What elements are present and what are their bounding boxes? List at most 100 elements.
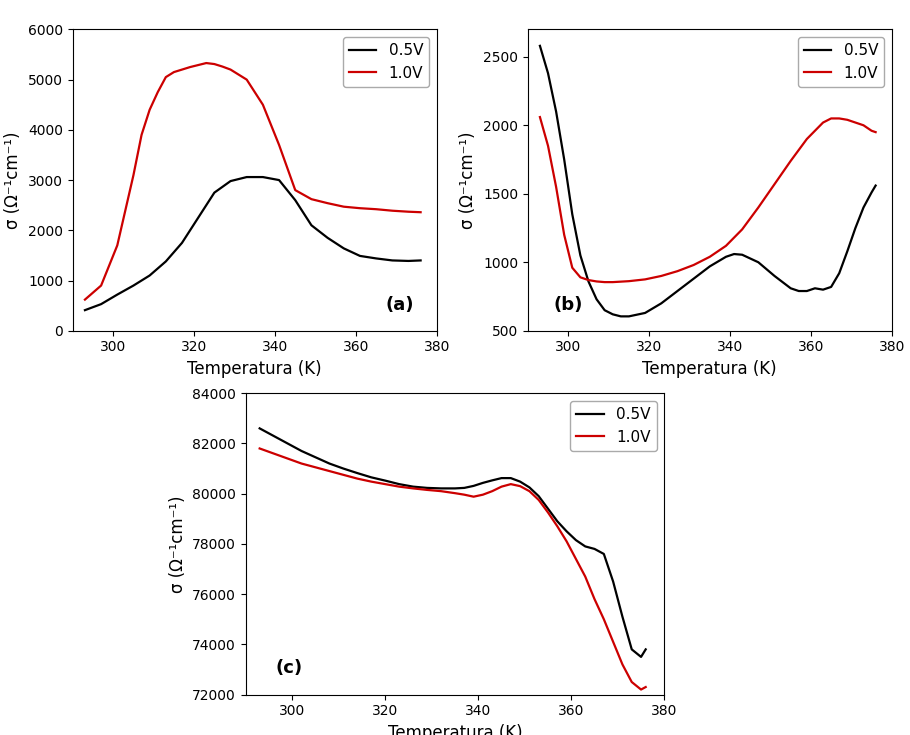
1.0V	[450, 489, 460, 498]
1.0V	[136, 131, 147, 140]
0.5V	[370, 254, 381, 263]
1.0V	[623, 277, 634, 286]
X-axis label: Temperatura (K): Temperatura (K)	[388, 724, 522, 735]
1.0V	[592, 277, 602, 286]
1.0V	[185, 62, 196, 71]
Line: 0.5V: 0.5V	[540, 46, 875, 316]
1.0V	[688, 261, 699, 270]
1.0V	[370, 205, 381, 214]
1.0V	[524, 487, 535, 495]
1.0V	[599, 615, 610, 624]
Text: (c): (c)	[275, 659, 302, 678]
1.0V	[567, 263, 578, 272]
0.5V	[468, 481, 479, 490]
0.5V	[355, 251, 366, 260]
0.5V	[599, 306, 610, 315]
1.0V	[496, 482, 507, 491]
0.5V	[112, 290, 123, 299]
0.5V	[394, 480, 405, 489]
0.5V	[753, 258, 763, 267]
1.0V	[379, 480, 390, 489]
0.5V	[487, 476, 498, 485]
0.5V	[324, 459, 335, 468]
1.0V	[825, 114, 836, 123]
0.5V	[866, 188, 877, 197]
1.0V	[769, 180, 780, 189]
0.5V	[834, 269, 844, 278]
1.0V	[209, 60, 220, 68]
1.0V	[282, 454, 293, 463]
0.5V	[177, 238, 187, 247]
1.0V	[258, 100, 268, 109]
0.5V	[592, 295, 602, 304]
1.0V	[193, 61, 204, 70]
0.5V	[339, 244, 349, 253]
0.5V	[366, 473, 377, 481]
1.0V	[834, 114, 844, 123]
0.5V	[542, 504, 553, 513]
0.5V	[296, 447, 307, 456]
1.0V	[387, 207, 398, 215]
1.0V	[415, 208, 426, 217]
0.5V	[322, 234, 333, 243]
Line: 0.5V: 0.5V	[85, 177, 420, 310]
0.5V	[258, 173, 268, 182]
0.5V	[274, 176, 285, 184]
0.5V	[542, 69, 553, 78]
1.0V	[737, 225, 748, 234]
1.0V	[641, 683, 652, 692]
0.5V	[225, 176, 236, 185]
1.0V	[274, 140, 285, 149]
Legend: 0.5V, 1.0V: 0.5V, 1.0V	[343, 37, 430, 87]
1.0V	[817, 118, 828, 127]
1.0V	[289, 186, 300, 195]
1.0V	[599, 278, 610, 287]
0.5V	[825, 282, 836, 291]
0.5V	[729, 250, 740, 259]
1.0V	[635, 685, 646, 694]
1.0V	[339, 202, 349, 211]
1.0V	[352, 474, 363, 483]
1.0V	[403, 207, 414, 216]
0.5V	[640, 309, 651, 318]
1.0V	[338, 470, 349, 479]
1.0V	[571, 555, 581, 564]
1.0V	[468, 492, 479, 501]
1.0V	[487, 487, 498, 495]
Legend: 0.5V, 1.0V: 0.5V, 1.0V	[798, 37, 885, 87]
1.0V	[254, 444, 265, 453]
0.5V	[599, 550, 610, 559]
0.5V	[415, 256, 426, 265]
0.5V	[306, 220, 317, 229]
1.0V	[201, 59, 212, 68]
0.5V	[209, 188, 220, 197]
1.0V	[753, 203, 763, 212]
1.0V	[322, 198, 333, 207]
0.5V	[635, 653, 646, 662]
1.0V	[534, 112, 545, 121]
1.0V	[640, 275, 651, 284]
1.0V	[617, 660, 628, 669]
0.5V	[769, 271, 780, 280]
0.5V	[289, 196, 300, 204]
1.0V	[152, 87, 163, 96]
0.5V	[810, 284, 821, 293]
1.0V	[866, 126, 877, 135]
1.0V	[355, 204, 366, 212]
Line: 1.0V: 1.0V	[259, 448, 646, 689]
0.5V	[704, 262, 715, 270]
0.5V	[96, 300, 106, 309]
1.0V	[870, 128, 881, 137]
1.0V	[580, 572, 591, 581]
0.5V	[589, 545, 600, 553]
1.0V	[850, 118, 861, 127]
0.5V	[688, 274, 699, 283]
1.0V	[542, 141, 553, 150]
1.0V	[128, 171, 139, 179]
0.5V	[626, 645, 637, 654]
1.0V	[310, 463, 321, 472]
0.5V	[615, 312, 626, 320]
0.5V	[559, 155, 570, 164]
1.0V	[842, 115, 853, 124]
Line: 1.0V: 1.0V	[540, 117, 875, 282]
